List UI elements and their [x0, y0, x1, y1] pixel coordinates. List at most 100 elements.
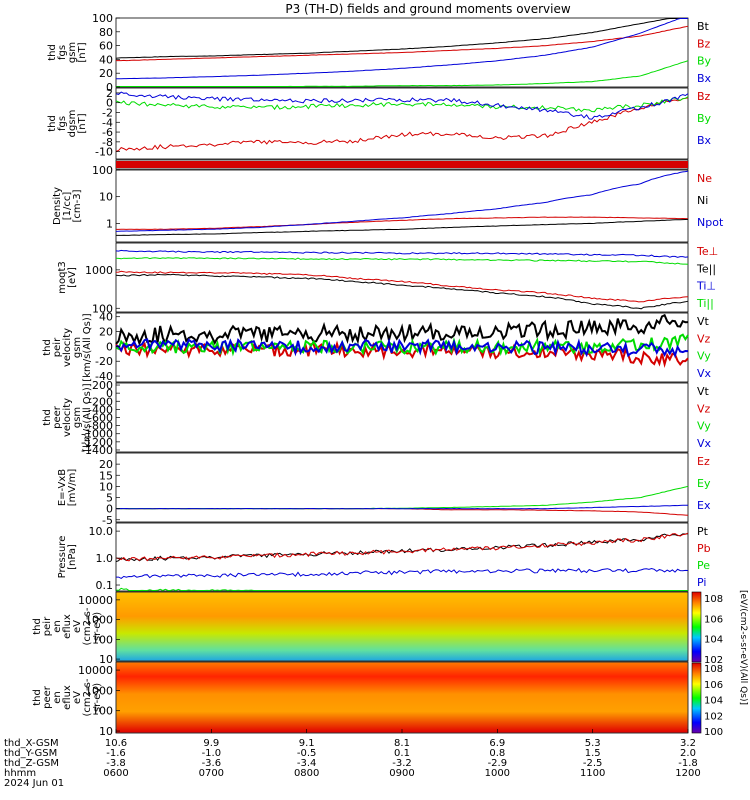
y-axis-label: thd: [42, 339, 53, 356]
y-tick-label: 1000: [85, 684, 113, 697]
series-line-ex: [115, 504, 689, 510]
y-axis-label: velocity: [62, 398, 73, 437]
y-axis-label: dgsm: [67, 110, 78, 138]
y-axis-label: eflux: [62, 685, 73, 710]
series-line-te||: [115, 273, 689, 310]
series-line-bz: [116, 25, 689, 62]
time-tick-label: 0.8: [489, 748, 505, 759]
y-axis-label: sr-eV): [92, 683, 103, 712]
panel-frame: [115, 591, 689, 662]
y-axis-label: [cm-3]: [72, 189, 83, 222]
series-line-vx: [115, 337, 689, 359]
panels: [115, 17, 689, 734]
time-tick-label: -1.8: [678, 758, 698, 769]
y-axis-label: fgs: [57, 45, 68, 60]
y-tick-labels: 10080604020020-2-4-6-8-10100101100010040…: [78, 12, 120, 738]
series-line-ti⊥: [115, 249, 689, 258]
panel-frame: [115, 382, 689, 453]
y-tick-label: 100: [92, 302, 113, 315]
y-axis-label: eflux: [62, 614, 73, 639]
series-line-npot: [115, 170, 689, 232]
y-tick-label: 100: [92, 12, 113, 25]
time-tick-label: 9.1: [299, 738, 315, 749]
y-tick-label: 15: [99, 469, 113, 482]
y-tick-label: 10000: [78, 594, 113, 607]
time-row-label: thd_X-GSM: [4, 738, 59, 749]
y-tick-label: 0: [106, 387, 113, 400]
legend-te||: Te||: [696, 262, 716, 275]
y-axis-label: peer: [52, 405, 63, 429]
y-axis-label: [nT]: [77, 113, 88, 133]
y-tick-label: 10.0: [89, 525, 114, 538]
y-axis-label: gsm: [67, 42, 78, 63]
legend-te⊥: Te⊥: [696, 245, 718, 258]
y-tick-label: 10: [99, 653, 113, 666]
time-tick-label: 3.2: [680, 738, 696, 749]
time-tick-label: -2.9: [488, 758, 508, 769]
y-axis-label: [nPa]: [67, 544, 78, 570]
time-tick-label: -1.0: [202, 748, 222, 759]
legend-pt: Pt: [697, 525, 709, 538]
flag-bar: [116, 161, 688, 168]
y-tick-label: 10: [99, 480, 113, 493]
legend-vy: Vy: [697, 350, 711, 363]
time-tick-label: 6.9: [489, 738, 505, 749]
spectrogram: [116, 662, 688, 733]
y-tick-label: 10: [99, 725, 113, 738]
time-tick-label: -0.5: [297, 748, 317, 759]
colorbar-tick: 108: [704, 594, 723, 605]
y-axis-label: [1/cc]: [62, 192, 73, 221]
y-axis-label: [nT]: [77, 42, 88, 62]
legend-bx: Bx: [697, 72, 712, 85]
y-tick-label: 0: [106, 97, 113, 110]
time-row-label: thd_Z-GSM: [4, 758, 59, 769]
legend-ey: Ey: [697, 477, 711, 490]
time-tick-label: 1100: [580, 768, 605, 779]
legend-bt: Bt: [697, 20, 710, 33]
legend-vy: Vy: [697, 420, 711, 433]
legend-vz: Vz: [697, 332, 711, 345]
y-axis-label: [mV/m]: [67, 469, 78, 507]
time-tick-label: 1000: [485, 768, 510, 779]
y-tick-label: 0: [106, 503, 113, 516]
panel-frame: [115, 452, 689, 523]
colorbar-tick: 104: [704, 635, 723, 646]
panel-frame: [115, 312, 689, 383]
y-axis-label: [eV]: [67, 267, 78, 288]
y-axis-label: thd: [47, 44, 58, 61]
colorbar-tick: 102: [704, 711, 723, 722]
y-tick-label: -1400: [81, 444, 113, 457]
y-axis-label: thd: [32, 618, 43, 635]
legend-ne: Ne: [697, 172, 712, 185]
legend-ni: Ni: [697, 194, 708, 207]
legend-vt: Vt: [697, 385, 710, 398]
y-tick-label: -800: [88, 420, 113, 433]
series-line-ni: [116, 218, 689, 236]
series-line-vt: [115, 313, 689, 347]
legend-ti⊥: Ti⊥: [696, 280, 716, 293]
legend-vz: Vz: [697, 402, 711, 415]
y-axis-label: thd: [42, 409, 53, 426]
time-tick-label: -1.6: [106, 748, 126, 759]
y-axis-label: en: [52, 691, 63, 704]
time-tick-label: 10.6: [105, 738, 127, 749]
panel-frame: [115, 242, 689, 313]
y-tick-label: -600: [88, 412, 113, 425]
y-tick-label: -40: [95, 370, 113, 383]
y-axis-label: (cm2-s-: [82, 607, 93, 645]
y-tick-label: -8: [102, 136, 113, 149]
series-line-ne: [116, 216, 689, 230]
time-tick-label: -2.5: [583, 758, 603, 769]
y-tick-label: 80: [99, 26, 113, 39]
y-axis-label: eV: [72, 691, 83, 704]
legend-by: By: [697, 112, 712, 125]
series-line-pt: [115, 533, 689, 563]
colorbar-tick: 104: [704, 696, 723, 707]
colorbar-tick: 106: [704, 680, 723, 691]
y-tick-label: -2: [102, 106, 113, 119]
y-tick-label: 5: [106, 492, 113, 505]
y-tick-label: 40: [99, 53, 113, 66]
y-tick-label: 1000: [85, 264, 113, 277]
time-tick-label: 0900: [389, 768, 414, 779]
